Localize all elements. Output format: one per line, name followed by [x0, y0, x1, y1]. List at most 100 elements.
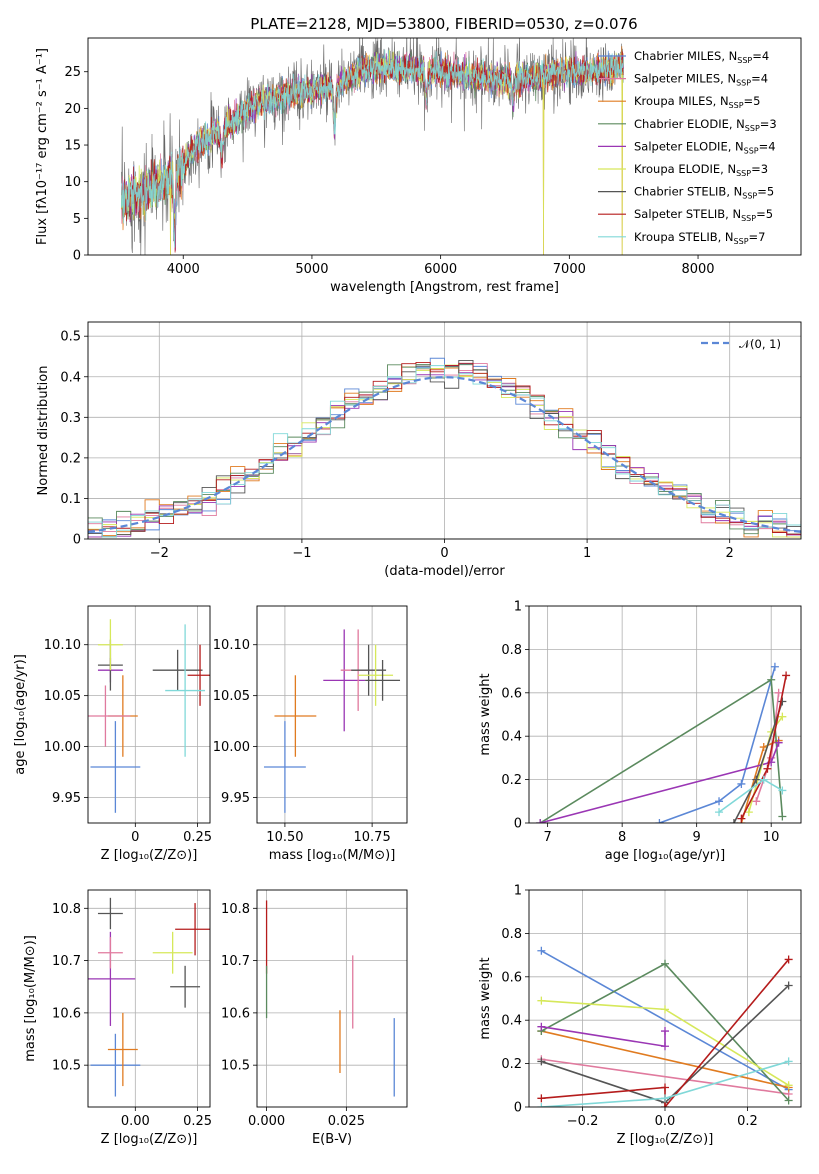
error-bar-point	[152, 649, 203, 691]
error-bar-point	[97, 619, 123, 671]
x-tick-label: 10.75	[354, 830, 391, 845]
weight-marker	[661, 1103, 669, 1107]
weight-marker	[661, 1042, 669, 1051]
weight-marker	[744, 808, 753, 817]
error-bar-point	[274, 675, 317, 757]
weight-marker	[767, 675, 776, 684]
panel-spectrum: 4000 5000 6000 7000 8000 0 5 10 15 20 25 wavelength…	[35, 37, 802, 295]
error-bar-point	[107, 1012, 138, 1087]
axes-frame	[87, 605, 211, 824]
gaussian-reference-curve	[88, 376, 801, 533]
x-axis-label: Z [log₁₀(Z/Z⊙)]	[617, 1132, 714, 1147]
weight-line-0	[659, 666, 776, 823]
weight-marker	[661, 1094, 669, 1103]
weight-marker	[537, 996, 546, 1005]
axes-frame	[528, 889, 802, 1108]
x-tick-label: −0.2	[567, 1114, 599, 1129]
x-tick-label: −2	[150, 546, 169, 561]
y-tick-label: 1	[514, 884, 522, 899]
y-tick-label: 10.10	[44, 638, 81, 653]
y-tick-label: 25	[64, 65, 81, 80]
x-axis-label: Z [log₁₀(Z/Z⊙)]	[101, 1132, 198, 1147]
weight-marker	[778, 786, 787, 795]
error-bar-point	[90, 1033, 141, 1097]
y-tick-label: 10.00	[44, 740, 81, 755]
weight-marker	[784, 955, 793, 964]
y-tick-label: 0	[514, 1101, 522, 1116]
error-bar-point	[187, 644, 210, 706]
plot-area-residuals	[88, 322, 801, 539]
weight-marker	[537, 1094, 546, 1103]
y-axis-label: mass [log₁₀(M/M⊙)]	[23, 935, 38, 1062]
plot-area-age_vs_Z	[88, 606, 210, 823]
weight-marker	[737, 814, 746, 823]
panel-mass_vs_ebv: 0.000 0.025 10.5 10.6 10.7 10.8 E(B-V)	[221, 889, 408, 1147]
x-axis-label: age [log₁₀(age/yr)]	[605, 848, 726, 863]
y-tick-label: 10.00	[213, 740, 250, 755]
error-bar-point	[358, 644, 394, 706]
plot-area-age_vs_mass	[257, 606, 407, 823]
panels-layer: 4000 5000 6000 7000 80000510152025wavelength…	[13, 37, 802, 1147]
weight-marker	[729, 819, 738, 823]
weight-line-4	[541, 1025, 666, 1048]
plot-area-weight_vs_age	[529, 606, 801, 823]
weight-marker	[774, 688, 783, 697]
x-tick-label: 0.025	[328, 1114, 365, 1129]
x-axis-label: (data-model)/error	[384, 564, 505, 579]
axes-frame	[87, 37, 802, 256]
y-tick-label: 10.10	[213, 638, 250, 653]
legend-entry: Salpeter STELIB, NSSP=5	[634, 207, 773, 223]
y-tick-label: 0.2	[501, 1057, 522, 1072]
weight-marker	[715, 808, 724, 817]
weight-marker	[655, 819, 664, 823]
panel-residuals: −2 −1 0 1 2 0 0.1 0.2 0.3 0.4 0.5 (data-model)/erro…	[36, 321, 802, 579]
x-tick-label: 7000	[553, 262, 586, 277]
x-tick-label: 8	[618, 830, 626, 845]
x-tick-label: 8000	[681, 262, 714, 277]
weight-line-2	[541, 1030, 789, 1089]
axes-frame	[528, 605, 802, 824]
weight-marker	[737, 779, 746, 788]
weight-line-3	[539, 678, 784, 823]
x-axis-label: Z [log₁₀(Z/Z⊙)]	[101, 848, 198, 863]
weight-line-1	[541, 1058, 789, 1095]
axes-frame	[256, 605, 408, 824]
y-axis-label: mass weight	[478, 957, 493, 1039]
y-tick-label: 0.4	[501, 730, 522, 745]
error-bar-point	[263, 721, 306, 813]
y-tick-label: 0	[73, 533, 81, 548]
legend-entry: Chabrier STELIB, NSSP=5	[634, 185, 774, 201]
x-tick-label: 7	[543, 830, 551, 845]
y-tick-label: 10.5	[52, 1059, 81, 1074]
plot-area-weight_vs_Z	[529, 890, 801, 1107]
y-tick-label: 10.6	[221, 1006, 250, 1021]
weight-marker	[784, 1081, 793, 1090]
weight-marker	[537, 1103, 546, 1107]
weight-marker	[759, 775, 768, 784]
histogram-series-1	[88, 363, 801, 538]
weight-marker	[778, 697, 787, 706]
axes-frame	[87, 889, 211, 1108]
weight-marker	[752, 775, 761, 784]
x-tick-label: 10	[763, 830, 780, 845]
x-tick-label: 2	[726, 546, 734, 561]
x-tick-label: 0	[131, 830, 139, 845]
y-tick-label: 0.6	[501, 970, 522, 985]
y-tick-label: 15	[64, 139, 81, 154]
plot-area-spectrum	[121, 38, 624, 255]
y-axis-label: mass weight	[478, 673, 493, 755]
y-tick-label: 5	[73, 212, 81, 227]
weight-marker	[715, 797, 724, 806]
y-tick-label: 0.4	[60, 370, 81, 385]
weight-marker	[661, 1005, 669, 1014]
figure-title: PLATE=2128, MJD=53800, FIBERID=0530, z=0…	[250, 15, 637, 33]
weight-marker	[661, 959, 669, 968]
y-tick-label: 1	[514, 600, 522, 615]
weight-marker	[784, 1057, 793, 1066]
y-tick-label: 9.95	[221, 791, 250, 806]
legend-entry: Kroupa STELIB, NSSP=7	[634, 230, 765, 246]
weight-line-4	[539, 742, 780, 823]
y-tick-label: 0.2	[60, 451, 81, 466]
y-axis-label: age [log₁₀(age/yr)]	[13, 654, 28, 775]
